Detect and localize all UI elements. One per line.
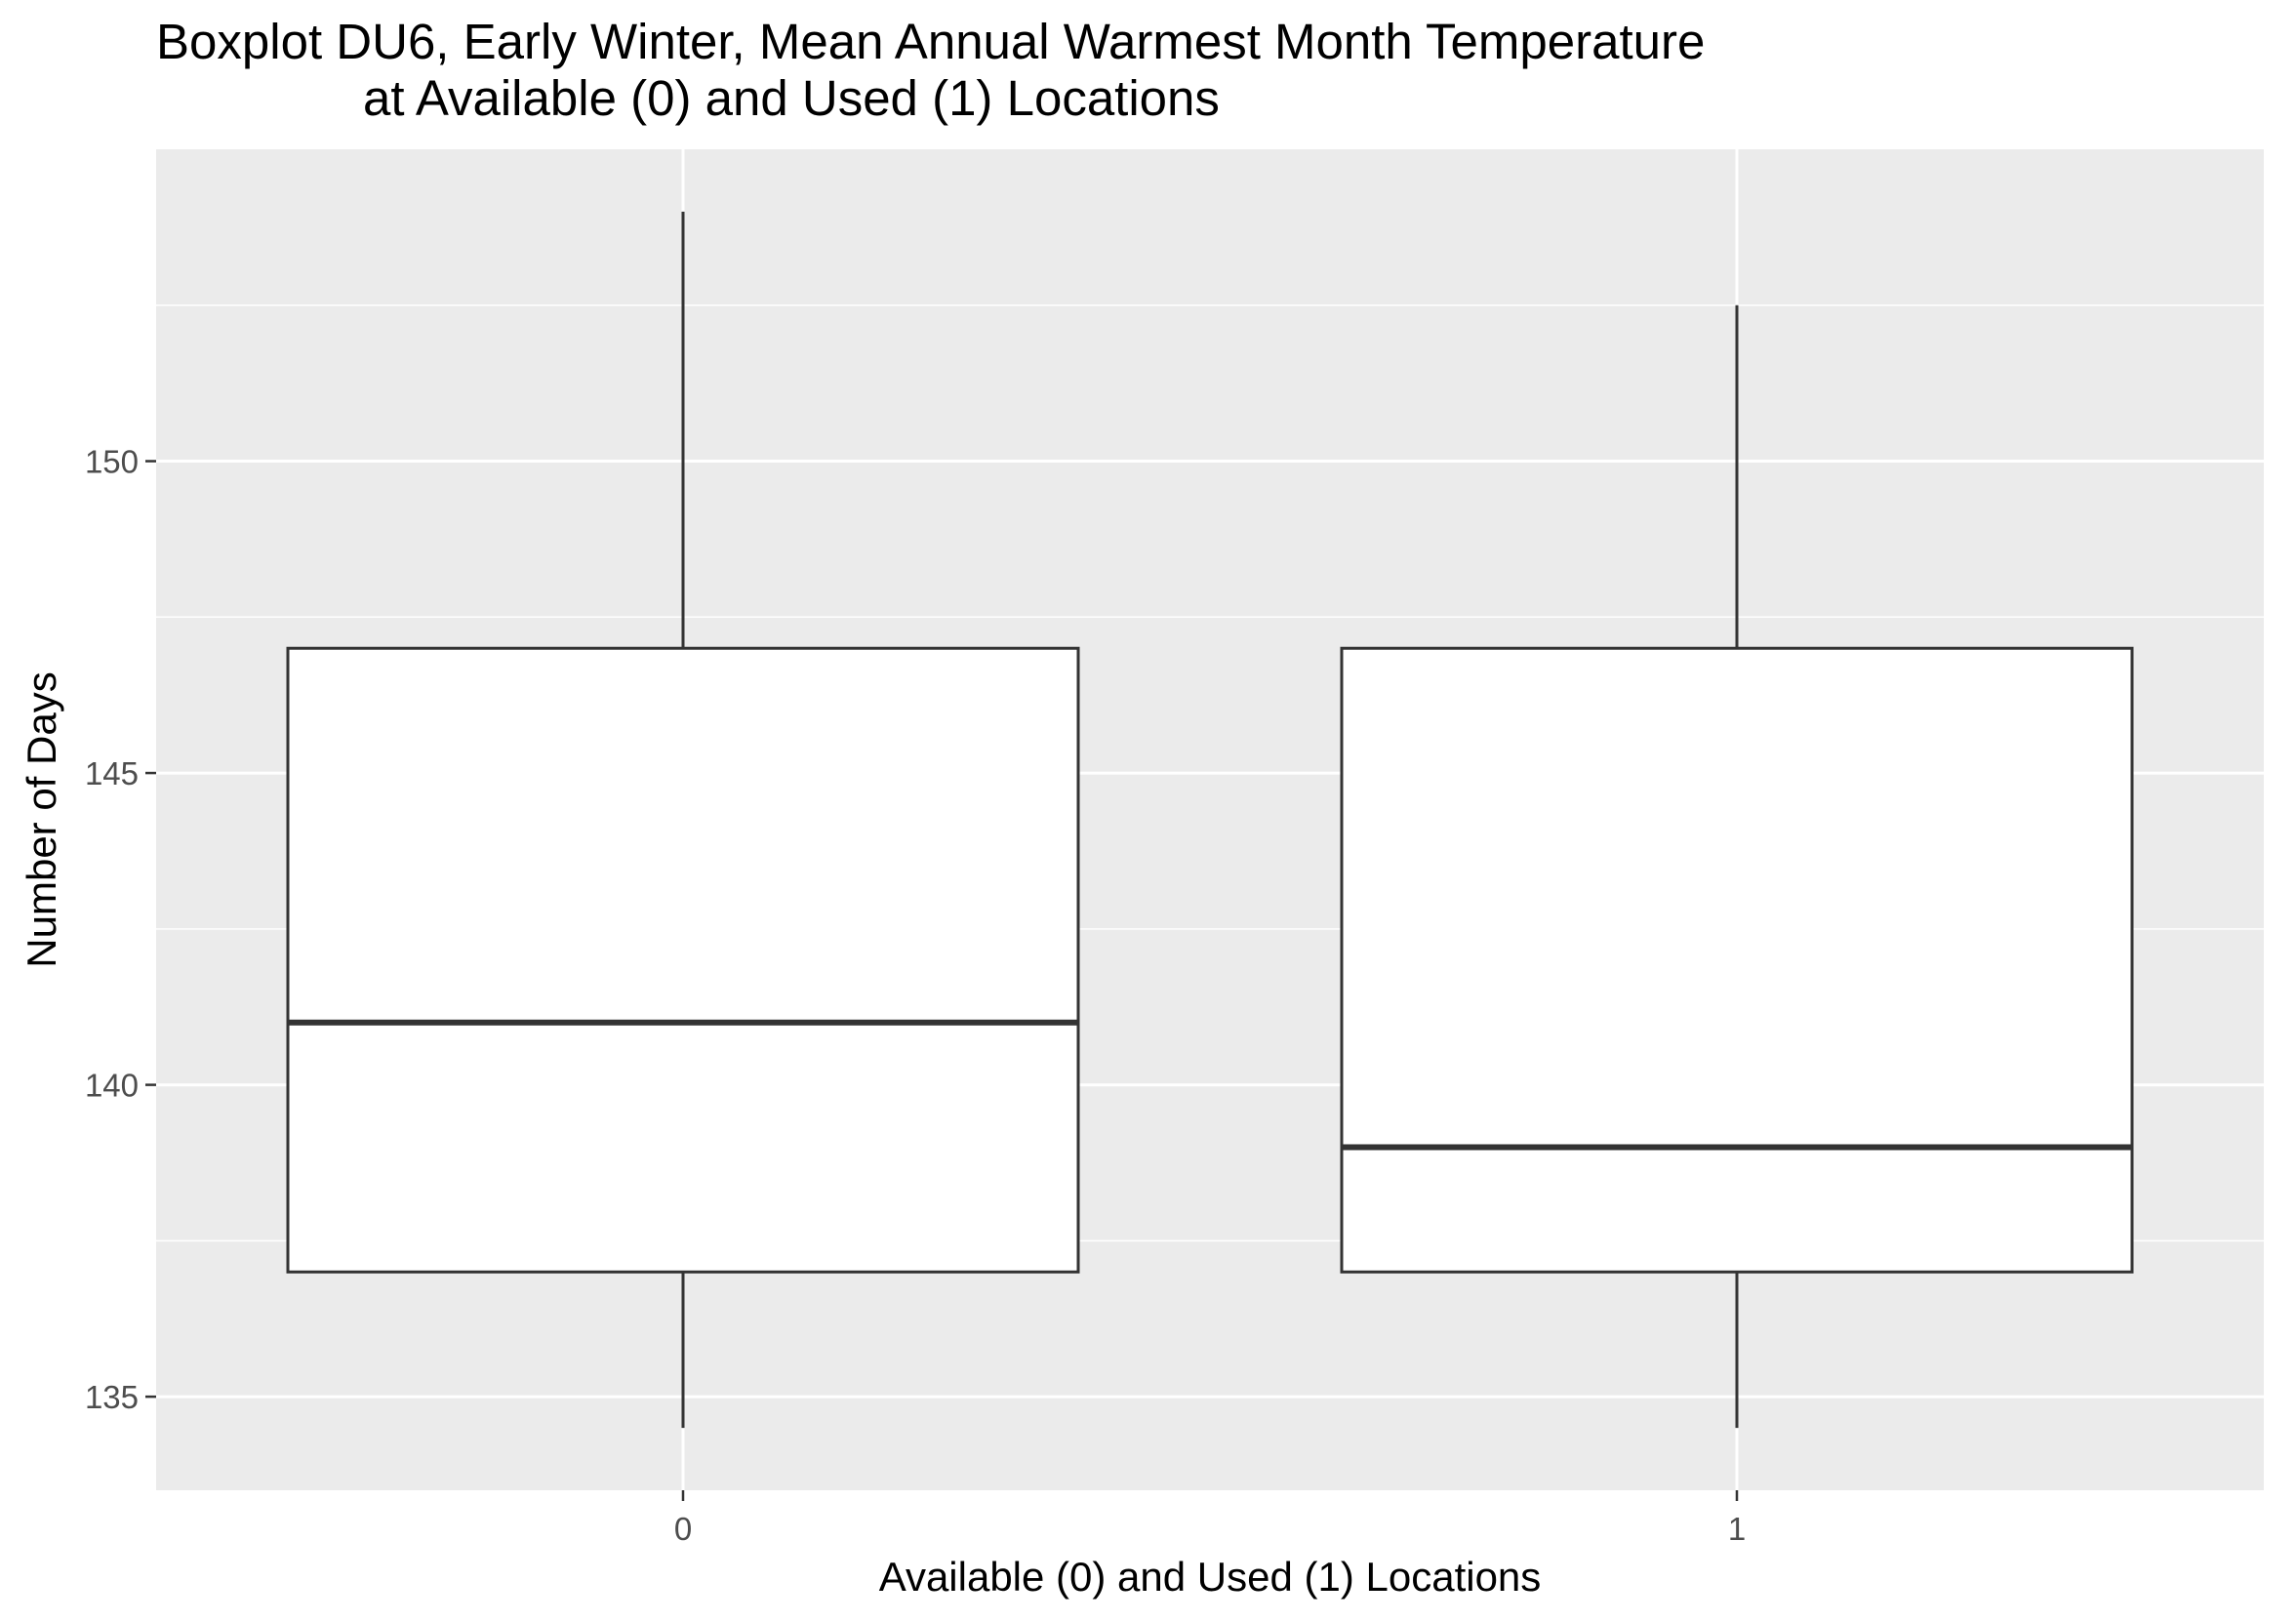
box-1: [1340, 304, 2134, 1429]
y-axis: 135 140 145 150: [85, 444, 156, 1415]
box-series: [286, 211, 2134, 1429]
y-tick-label: 135: [85, 1379, 139, 1415]
box-iqr: [286, 646, 1080, 1274]
chart-title: Boxplot DU6, Early Winter, Mean Annual W…: [156, 14, 1705, 127]
chart-title-line-1: Boxplot DU6, Early Winter, Mean Annual W…: [156, 14, 1706, 69]
y-tick-label: 145: [85, 755, 139, 791]
y-tick-label: 140: [85, 1068, 139, 1104]
box-iqr: [1340, 646, 2134, 1274]
y-axis-title: Number of Days: [19, 671, 64, 967]
x-tick-label: 1: [1728, 1511, 1746, 1547]
y-tick-label: 150: [85, 444, 139, 480]
x-axis-title: Available (0) and Used (1) Locations: [879, 1554, 1542, 1600]
x-tick-label: 0: [674, 1511, 692, 1547]
box-0: [286, 211, 1080, 1429]
chart-title-line-2: at Available (0) and Used (1) Locations: [363, 70, 1220, 126]
